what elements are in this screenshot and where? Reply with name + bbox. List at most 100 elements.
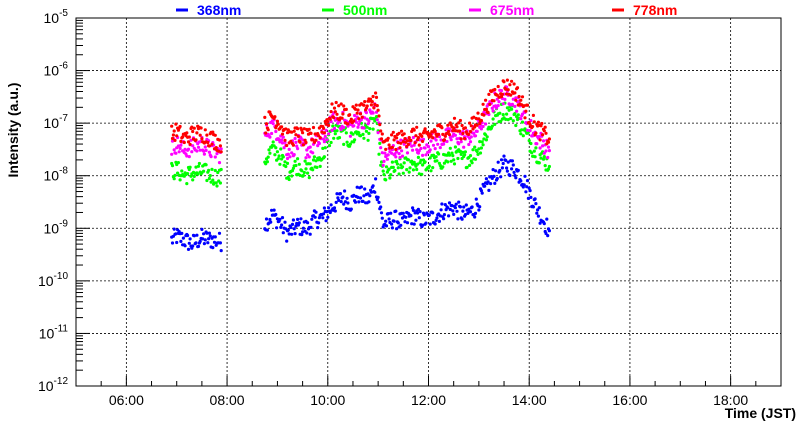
- data-point: [276, 157, 280, 161]
- data-point: [545, 217, 549, 221]
- data-point: [519, 132, 523, 136]
- data-point: [431, 153, 436, 157]
- data-point: [407, 136, 411, 140]
- data-point: [493, 87, 497, 92]
- data-point: [390, 151, 394, 155]
- data-point: [445, 153, 449, 157]
- data-point: [472, 115, 476, 119]
- data-point: [377, 200, 381, 204]
- data-point: [405, 151, 410, 155]
- data-point: [514, 98, 518, 102]
- data-point: [364, 111, 368, 115]
- data-point: [380, 132, 384, 136]
- data-point: [286, 152, 290, 156]
- data-point: [284, 127, 288, 131]
- data-point: [479, 146, 483, 150]
- data-point: [204, 163, 208, 167]
- data-point: [171, 133, 175, 137]
- legend-label: 675nm: [490, 2, 534, 18]
- data-point: [424, 153, 428, 157]
- data-point: [427, 213, 431, 217]
- data-point: [536, 208, 540, 212]
- data-point: [207, 176, 211, 181]
- data-point: [451, 129, 455, 133]
- data-point: [484, 98, 488, 102]
- data-point: [458, 129, 462, 133]
- data-point: [334, 200, 338, 204]
- data-point: [329, 203, 333, 207]
- data-point: [477, 117, 481, 121]
- data-point: [308, 162, 312, 166]
- data-point: [517, 94, 521, 99]
- data-point: [416, 151, 420, 155]
- data-point: [185, 131, 189, 135]
- data-point: [505, 166, 509, 170]
- data-point: [505, 106, 509, 110]
- data-point: [521, 134, 525, 138]
- data-point: [524, 190, 528, 194]
- data-point: [354, 103, 358, 107]
- data-point: [429, 139, 433, 143]
- data-point: [468, 129, 473, 134]
- data-point: [172, 177, 176, 181]
- data-point: [509, 93, 513, 97]
- data-point: [266, 128, 270, 132]
- data-point: [272, 208, 276, 212]
- data-point: [211, 178, 215, 182]
- data-point: [287, 147, 291, 151]
- data-point: [317, 141, 321, 146]
- data-point: [360, 115, 364, 119]
- data-point: [375, 118, 379, 122]
- data-point: [484, 138, 488, 142]
- data-point: [435, 216, 439, 220]
- data-point: [469, 135, 473, 139]
- data-point: [387, 167, 391, 171]
- data-point: [278, 162, 282, 166]
- data-point: [428, 156, 432, 160]
- data-point: [404, 215, 408, 219]
- data-point: [443, 203, 447, 207]
- data-point: [304, 167, 308, 171]
- data-point: [452, 116, 457, 120]
- data-point: [174, 151, 178, 155]
- data-point: [192, 174, 196, 178]
- data-point: [170, 136, 175, 141]
- data-point: [207, 237, 211, 241]
- data-point: [400, 129, 404, 133]
- data-point: [506, 160, 510, 164]
- data-point: [405, 221, 410, 225]
- data-point: [191, 244, 195, 248]
- data-point: [264, 217, 269, 221]
- data-point: [384, 165, 389, 169]
- data-point: [342, 142, 346, 146]
- data-point: [265, 160, 269, 164]
- data-point: [376, 131, 380, 135]
- data-point: [324, 122, 328, 126]
- data-point: [467, 142, 471, 147]
- data-point: [512, 82, 516, 86]
- data-point: [173, 173, 177, 177]
- data-point: [390, 160, 394, 164]
- data-point: [447, 153, 452, 157]
- data-point: [437, 219, 441, 223]
- data-point: [198, 148, 202, 152]
- data-point: [446, 206, 450, 210]
- data-point: [544, 149, 548, 153]
- data-point: [311, 158, 316, 162]
- data-point: [352, 193, 356, 197]
- data-point: [325, 210, 329, 214]
- data-point: [463, 126, 467, 130]
- data-point: [357, 117, 361, 121]
- data-point: [386, 212, 390, 216]
- data-point: [486, 110, 490, 115]
- data-point: [536, 120, 541, 124]
- data-point: [348, 113, 352, 117]
- data-point: [320, 130, 324, 134]
- data-point: [481, 143, 485, 147]
- data-point: [322, 212, 326, 216]
- data-point: [449, 138, 453, 142]
- data-point: [529, 195, 533, 199]
- data-point: [371, 184, 375, 188]
- data-point: [461, 131, 465, 136]
- data-point: [502, 80, 506, 84]
